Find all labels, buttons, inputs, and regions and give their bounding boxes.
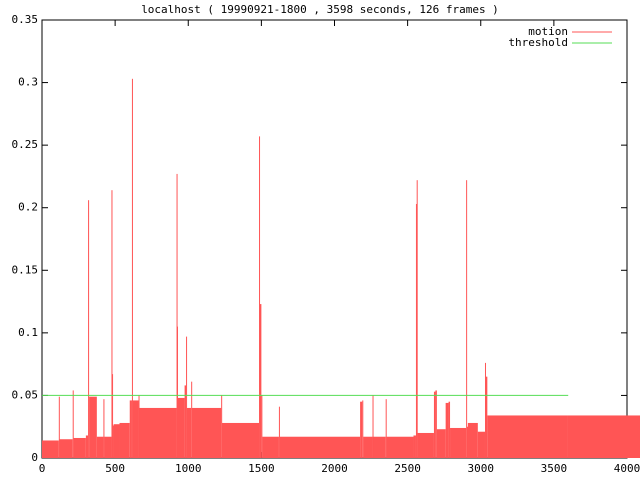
- motion-bar: [104, 436, 112, 458]
- motion-bar: [262, 436, 279, 458]
- motion-bar: [85, 435, 89, 458]
- y-tick-label: 0.15: [12, 263, 39, 276]
- motion-bar: [567, 415, 640, 458]
- motion-bar: [362, 400, 364, 458]
- motion-bar: [88, 200, 90, 458]
- motion-bar: [112, 425, 114, 458]
- y-tick-label: 0.1: [18, 326, 38, 339]
- y-tick-label: 0.3: [18, 76, 38, 89]
- motion-bar: [58, 396, 60, 458]
- motion-bar: [191, 381, 193, 458]
- motion-bar: [373, 436, 386, 458]
- motion-bar: [111, 190, 113, 459]
- motion-bar: [259, 304, 262, 458]
- y-tick-label: 0.2: [18, 201, 38, 214]
- motion-bar: [436, 429, 446, 458]
- motion-bar: [129, 400, 132, 458]
- motion-bar: [131, 78, 133, 459]
- motion-bar: [385, 399, 387, 458]
- x-tick-label: 2000: [321, 462, 348, 475]
- motion-bar: [119, 422, 130, 458]
- motion-bar: [487, 415, 568, 458]
- motion-bar: [467, 426, 469, 458]
- motion-bar: [466, 180, 468, 458]
- motion-bar: [435, 390, 437, 458]
- motion-bar: [433, 391, 436, 458]
- motion-bar: [372, 395, 374, 458]
- motion-bar: [386, 436, 414, 458]
- x-tick-label: 1500: [248, 462, 275, 475]
- motion-bar: [103, 399, 105, 458]
- motion-bar: [448, 401, 451, 458]
- legend-label: motion: [528, 25, 568, 38]
- x-tick-label: 3000: [468, 462, 495, 475]
- x-tick-label: 1000: [175, 462, 202, 475]
- motion-bar: [186, 407, 192, 458]
- motion-bar: [72, 390, 74, 458]
- motion-bar: [186, 336, 188, 458]
- motion-bar: [450, 427, 467, 458]
- plot-frame: [41, 19, 628, 459]
- motion-bar: [96, 436, 104, 458]
- x-tick-label: 500: [105, 462, 125, 475]
- motion-bar: [477, 431, 485, 458]
- motion-bar: [132, 400, 139, 458]
- motion-bar: [176, 173, 178, 458]
- y-tick-label: 0.35: [12, 13, 39, 26]
- x-tick-label: 4000: [614, 462, 640, 475]
- motion-bar: [221, 422, 260, 458]
- motion-bar: [413, 435, 416, 458]
- motion-bar: [445, 402, 449, 458]
- motion-bar: [42, 440, 59, 458]
- motion-bar: [89, 396, 97, 458]
- motion-bar: [484, 362, 486, 458]
- chart-title: localhost ( 19990921-1800 , 3598 seconds…: [141, 3, 499, 16]
- motion-bar: [59, 439, 73, 458]
- motion-bar: [416, 180, 418, 458]
- motion-bar: [113, 424, 120, 458]
- x-tick-label: 0: [39, 462, 46, 475]
- motion-bar: [417, 432, 434, 458]
- motion-bar: [467, 422, 478, 458]
- motion-bar: [259, 136, 261, 458]
- y-tick-label: 0: [31, 451, 38, 464]
- legend-label: threshold: [508, 36, 568, 49]
- motion-bar: [485, 376, 488, 458]
- motion-bar: [184, 385, 187, 458]
- x-tick-label: 3500: [541, 462, 568, 475]
- motion-bar: [191, 407, 222, 458]
- motion-bar: [139, 407, 177, 458]
- motion-bar: [363, 436, 373, 458]
- motion-bar: [360, 401, 363, 458]
- motion-bar: [261, 395, 263, 458]
- motion-bar: [415, 203, 417, 458]
- motion-bar: [279, 436, 361, 458]
- y-tick-label: 0.25: [12, 138, 39, 151]
- x-tick-label: 2500: [394, 462, 421, 475]
- motion-bar: [73, 437, 86, 458]
- motion-bar: [177, 397, 185, 458]
- motion-bar: [176, 326, 178, 458]
- motion-bar: [221, 395, 223, 458]
- motion-bar: [138, 395, 140, 458]
- y-tick-label: 0.05: [12, 388, 39, 401]
- motion-bar: [112, 374, 114, 458]
- motion-bar: [278, 406, 280, 458]
